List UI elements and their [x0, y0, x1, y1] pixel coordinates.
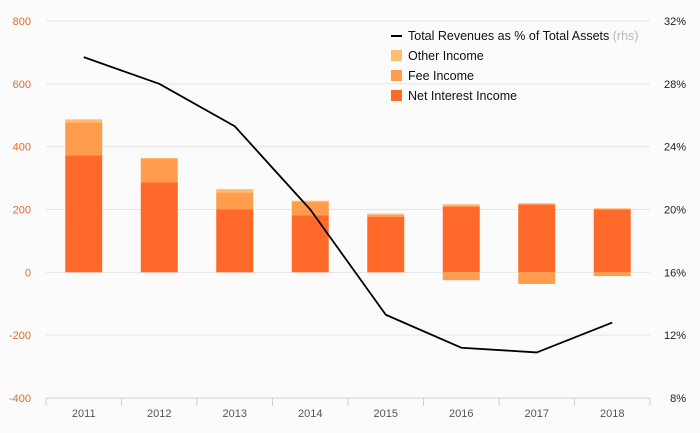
- legend-swatch: [391, 90, 402, 101]
- right-tick-label: 24%: [664, 142, 686, 154]
- legend-swatch: [391, 70, 402, 81]
- legend-entry: Fee Income: [408, 69, 474, 83]
- legend: Total Revenues as % of Total Assets (rhs…: [391, 29, 638, 103]
- bar-segment: [65, 155, 103, 273]
- bar-segment: [140, 157, 178, 159]
- bar-segment: [593, 209, 631, 273]
- x-tick-label: 2011: [72, 408, 96, 420]
- legend-swatch: [391, 50, 402, 61]
- bar-segment: [518, 204, 556, 273]
- bar-segment: [442, 272, 480, 281]
- legend-entry: Other Income: [408, 49, 484, 63]
- right-tick-label: 20%: [664, 205, 686, 217]
- bar-segment: [593, 272, 631, 277]
- bar-segment: [442, 206, 480, 273]
- line-series: [83, 56, 613, 354]
- x-tick-label: 2015: [374, 408, 398, 420]
- bar-segment: [140, 158, 178, 183]
- legend-entry: Net Interest Income: [408, 89, 517, 103]
- bar-segment: [518, 272, 556, 284]
- bar-segment: [291, 215, 329, 273]
- bar-segment: [65, 122, 103, 156]
- x-tick-label: 2014: [298, 408, 322, 420]
- right-axis: 32% 28% 24% 20% 16% 12% 8%: [664, 16, 686, 405]
- bar-segment: [140, 182, 178, 273]
- bars: [65, 119, 631, 284]
- bar-segment: [442, 204, 480, 207]
- bar-segment: [216, 189, 254, 193]
- legend-suffix: (rhs): [609, 29, 638, 43]
- right-tick-label: 28%: [664, 79, 686, 91]
- bar-segment: [593, 208, 631, 210]
- right-tick-label: 16%: [664, 267, 686, 279]
- left-tick-label: 600: [13, 79, 31, 91]
- legend-entry: Total Revenues as % of Total Assets (rhs…: [408, 29, 638, 43]
- bar-segment: [367, 213, 405, 215]
- left-tick-label: 800: [13, 16, 31, 28]
- x-tick-label: 2018: [600, 408, 624, 420]
- right-tick-label: 12%: [664, 330, 686, 342]
- series-line: [83, 56, 613, 354]
- x-tick-label: 2016: [449, 408, 473, 420]
- left-tick-label: 0: [25, 267, 31, 279]
- bar-segment: [367, 216, 405, 273]
- bar-segment: [367, 214, 405, 217]
- x-tick-label: 2017: [525, 408, 549, 420]
- x-tick-label: 2012: [147, 408, 171, 420]
- left-tick-label: -200: [9, 330, 31, 342]
- bar-segment: [216, 192, 254, 210]
- left-tick-label: 400: [13, 142, 31, 154]
- left-tick-label: 200: [13, 205, 31, 217]
- right-tick-label: 32%: [664, 16, 686, 28]
- bar-segment: [65, 119, 103, 123]
- bar-segment: [291, 200, 329, 202]
- x-axis: 2011 2012 2013 2014 2015 2016 2017 2018: [45, 397, 651, 420]
- x-tick-label: 2013: [223, 408, 247, 420]
- right-tick-label: 8%: [670, 393, 686, 405]
- left-axis: 800 600 400 200 0 -200 -400: [9, 16, 31, 405]
- left-tick-label: -400: [9, 393, 31, 405]
- gridlines: [46, 20, 650, 336]
- bar-segment: [518, 203, 556, 205]
- bar-segment: [216, 209, 254, 273]
